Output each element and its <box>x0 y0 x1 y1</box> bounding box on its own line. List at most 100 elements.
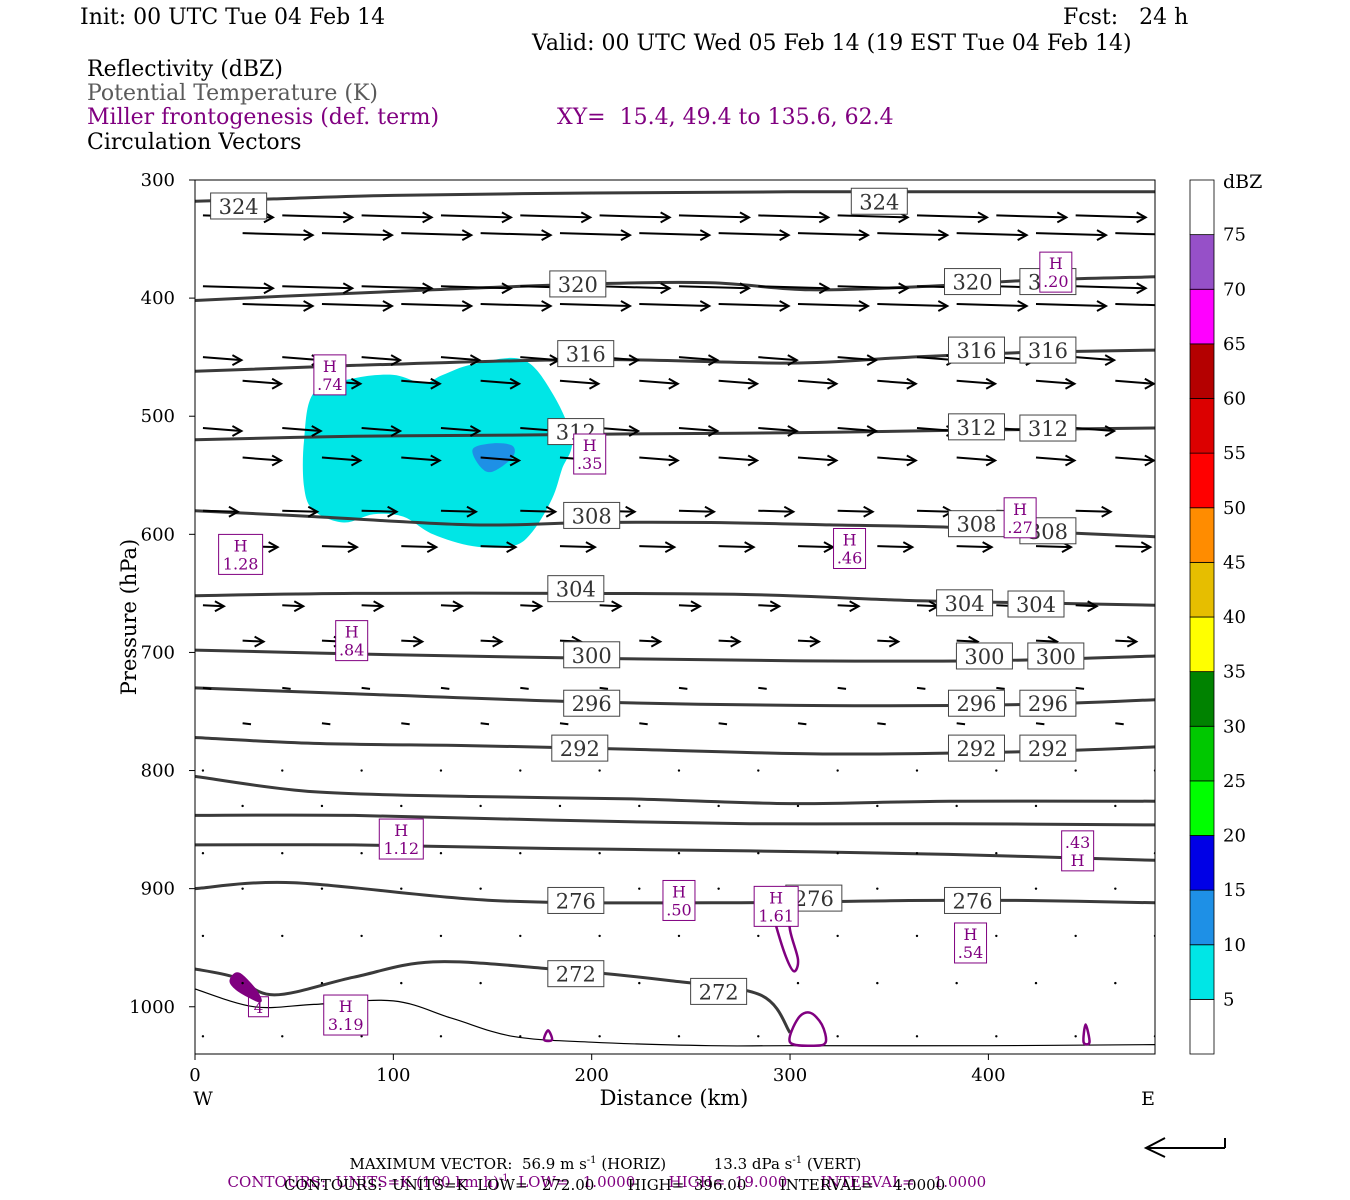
circulation-vector <box>718 229 791 242</box>
vector-shaft <box>877 722 886 726</box>
vector-shaft <box>1115 722 1124 726</box>
vector-dot <box>241 804 244 808</box>
theta-label-text: 300 <box>964 645 1004 669</box>
vector-shaft <box>1115 639 1137 643</box>
vector-dot <box>1114 887 1117 890</box>
colorbar-label: 10 <box>1223 935 1246 956</box>
vector-head <box>342 282 355 295</box>
vector-head <box>430 454 442 467</box>
circulation-vector <box>599 686 609 690</box>
vector-shaft <box>877 639 899 643</box>
theta-label-box <box>1019 414 1077 442</box>
theta-label-box <box>557 340 615 368</box>
circulation-vector <box>361 211 434 224</box>
vector-head <box>426 541 439 554</box>
vector-dot <box>519 852 522 855</box>
vector-head <box>307 505 320 518</box>
vector-shaft <box>440 214 511 219</box>
circulation-vector <box>1115 454 1155 467</box>
vector-shaft <box>440 509 476 513</box>
vector-shaft <box>599 686 609 690</box>
vector-shaft <box>202 509 238 513</box>
vector-head <box>1104 354 1117 367</box>
vector-dot <box>677 852 681 855</box>
circulation-vector <box>718 300 791 312</box>
circulation-vector <box>639 541 677 554</box>
vector-shaft <box>797 639 820 643</box>
circulation-vector <box>480 454 522 467</box>
y-tick-label: 500 <box>141 406 175 427</box>
vector-shaft <box>599 214 670 219</box>
vector-head <box>668 377 680 390</box>
vector-dot <box>638 887 641 890</box>
vector-head <box>231 425 244 437</box>
circulation-vector <box>1115 541 1153 554</box>
theta-label-box <box>947 336 1005 364</box>
theta-label-text: 320 <box>952 271 992 295</box>
circulation-vector <box>401 377 442 390</box>
vector-shaft <box>520 509 556 513</box>
vector-head <box>863 505 875 518</box>
theta-label-text: 272 <box>556 963 596 987</box>
vector-head <box>293 600 306 613</box>
vector-dot <box>558 804 562 808</box>
fronto-maximum-box <box>378 818 424 860</box>
field-theta: Potential Temperature (K) <box>87 81 378 106</box>
vector-shaft <box>1075 427 1115 433</box>
vector-head <box>271 454 284 467</box>
vector-head <box>906 377 918 390</box>
colorbar-label: 25 <box>1223 771 1246 792</box>
fronto-contour-3 <box>1082 1023 1091 1046</box>
circulation-vector <box>559 377 601 390</box>
circulation-vector <box>599 425 641 437</box>
vector-shaft <box>956 639 978 643</box>
circulation-vector <box>361 600 385 613</box>
west-label: W <box>193 1088 213 1110</box>
theta-label-text: 296 <box>956 692 996 716</box>
theta-label-box <box>936 589 994 617</box>
theta-label-text: 292 <box>1028 737 1068 761</box>
vector-head <box>699 300 712 312</box>
vector-shaft <box>559 722 569 726</box>
vector-head <box>818 211 831 224</box>
colorbar-label: 35 <box>1223 662 1246 683</box>
circulation-vector <box>678 600 703 613</box>
vector-head <box>1087 600 1099 613</box>
circulation-vector <box>242 229 315 242</box>
vector-head <box>469 425 482 437</box>
vector-head <box>422 282 434 295</box>
vector-head <box>769 600 782 613</box>
theta-label-324: 324 <box>850 187 908 215</box>
vector-shaft <box>1115 303 1155 307</box>
circulation-vector <box>877 300 950 312</box>
vector-shaft <box>639 639 661 643</box>
vector-head <box>347 541 360 554</box>
fronto-maximum-box <box>323 994 369 1036</box>
circulation-vector <box>1154 687 1155 689</box>
vector-head <box>342 211 355 224</box>
y-tick-label: 900 <box>141 879 175 900</box>
vector-shaft <box>758 356 797 362</box>
vector-dot <box>717 804 720 808</box>
theta-label-304: 304 <box>936 589 994 617</box>
circulation-vector <box>797 229 871 242</box>
vector-shaft <box>718 232 789 237</box>
vector-dot <box>677 1035 681 1038</box>
vector-dot <box>598 769 601 772</box>
circulation-vector <box>480 635 504 648</box>
vector-dot <box>241 981 244 985</box>
vector-head <box>263 282 275 295</box>
vector-shaft <box>242 639 264 643</box>
vector-shaft <box>1035 722 1045 726</box>
fronto-maximum-label: H <box>394 821 408 840</box>
vector-shaft <box>758 604 780 608</box>
vector-shaft <box>599 285 670 290</box>
fronto-maximum: H1.61 <box>753 885 799 927</box>
vector-shaft <box>797 232 869 237</box>
theta-label-324: 324 <box>210 192 268 220</box>
vector-shaft <box>440 604 462 608</box>
circulation-vector <box>321 541 360 554</box>
circulation-vector <box>758 686 767 690</box>
vector-dot <box>400 981 403 985</box>
vector-dot <box>1034 981 1038 985</box>
